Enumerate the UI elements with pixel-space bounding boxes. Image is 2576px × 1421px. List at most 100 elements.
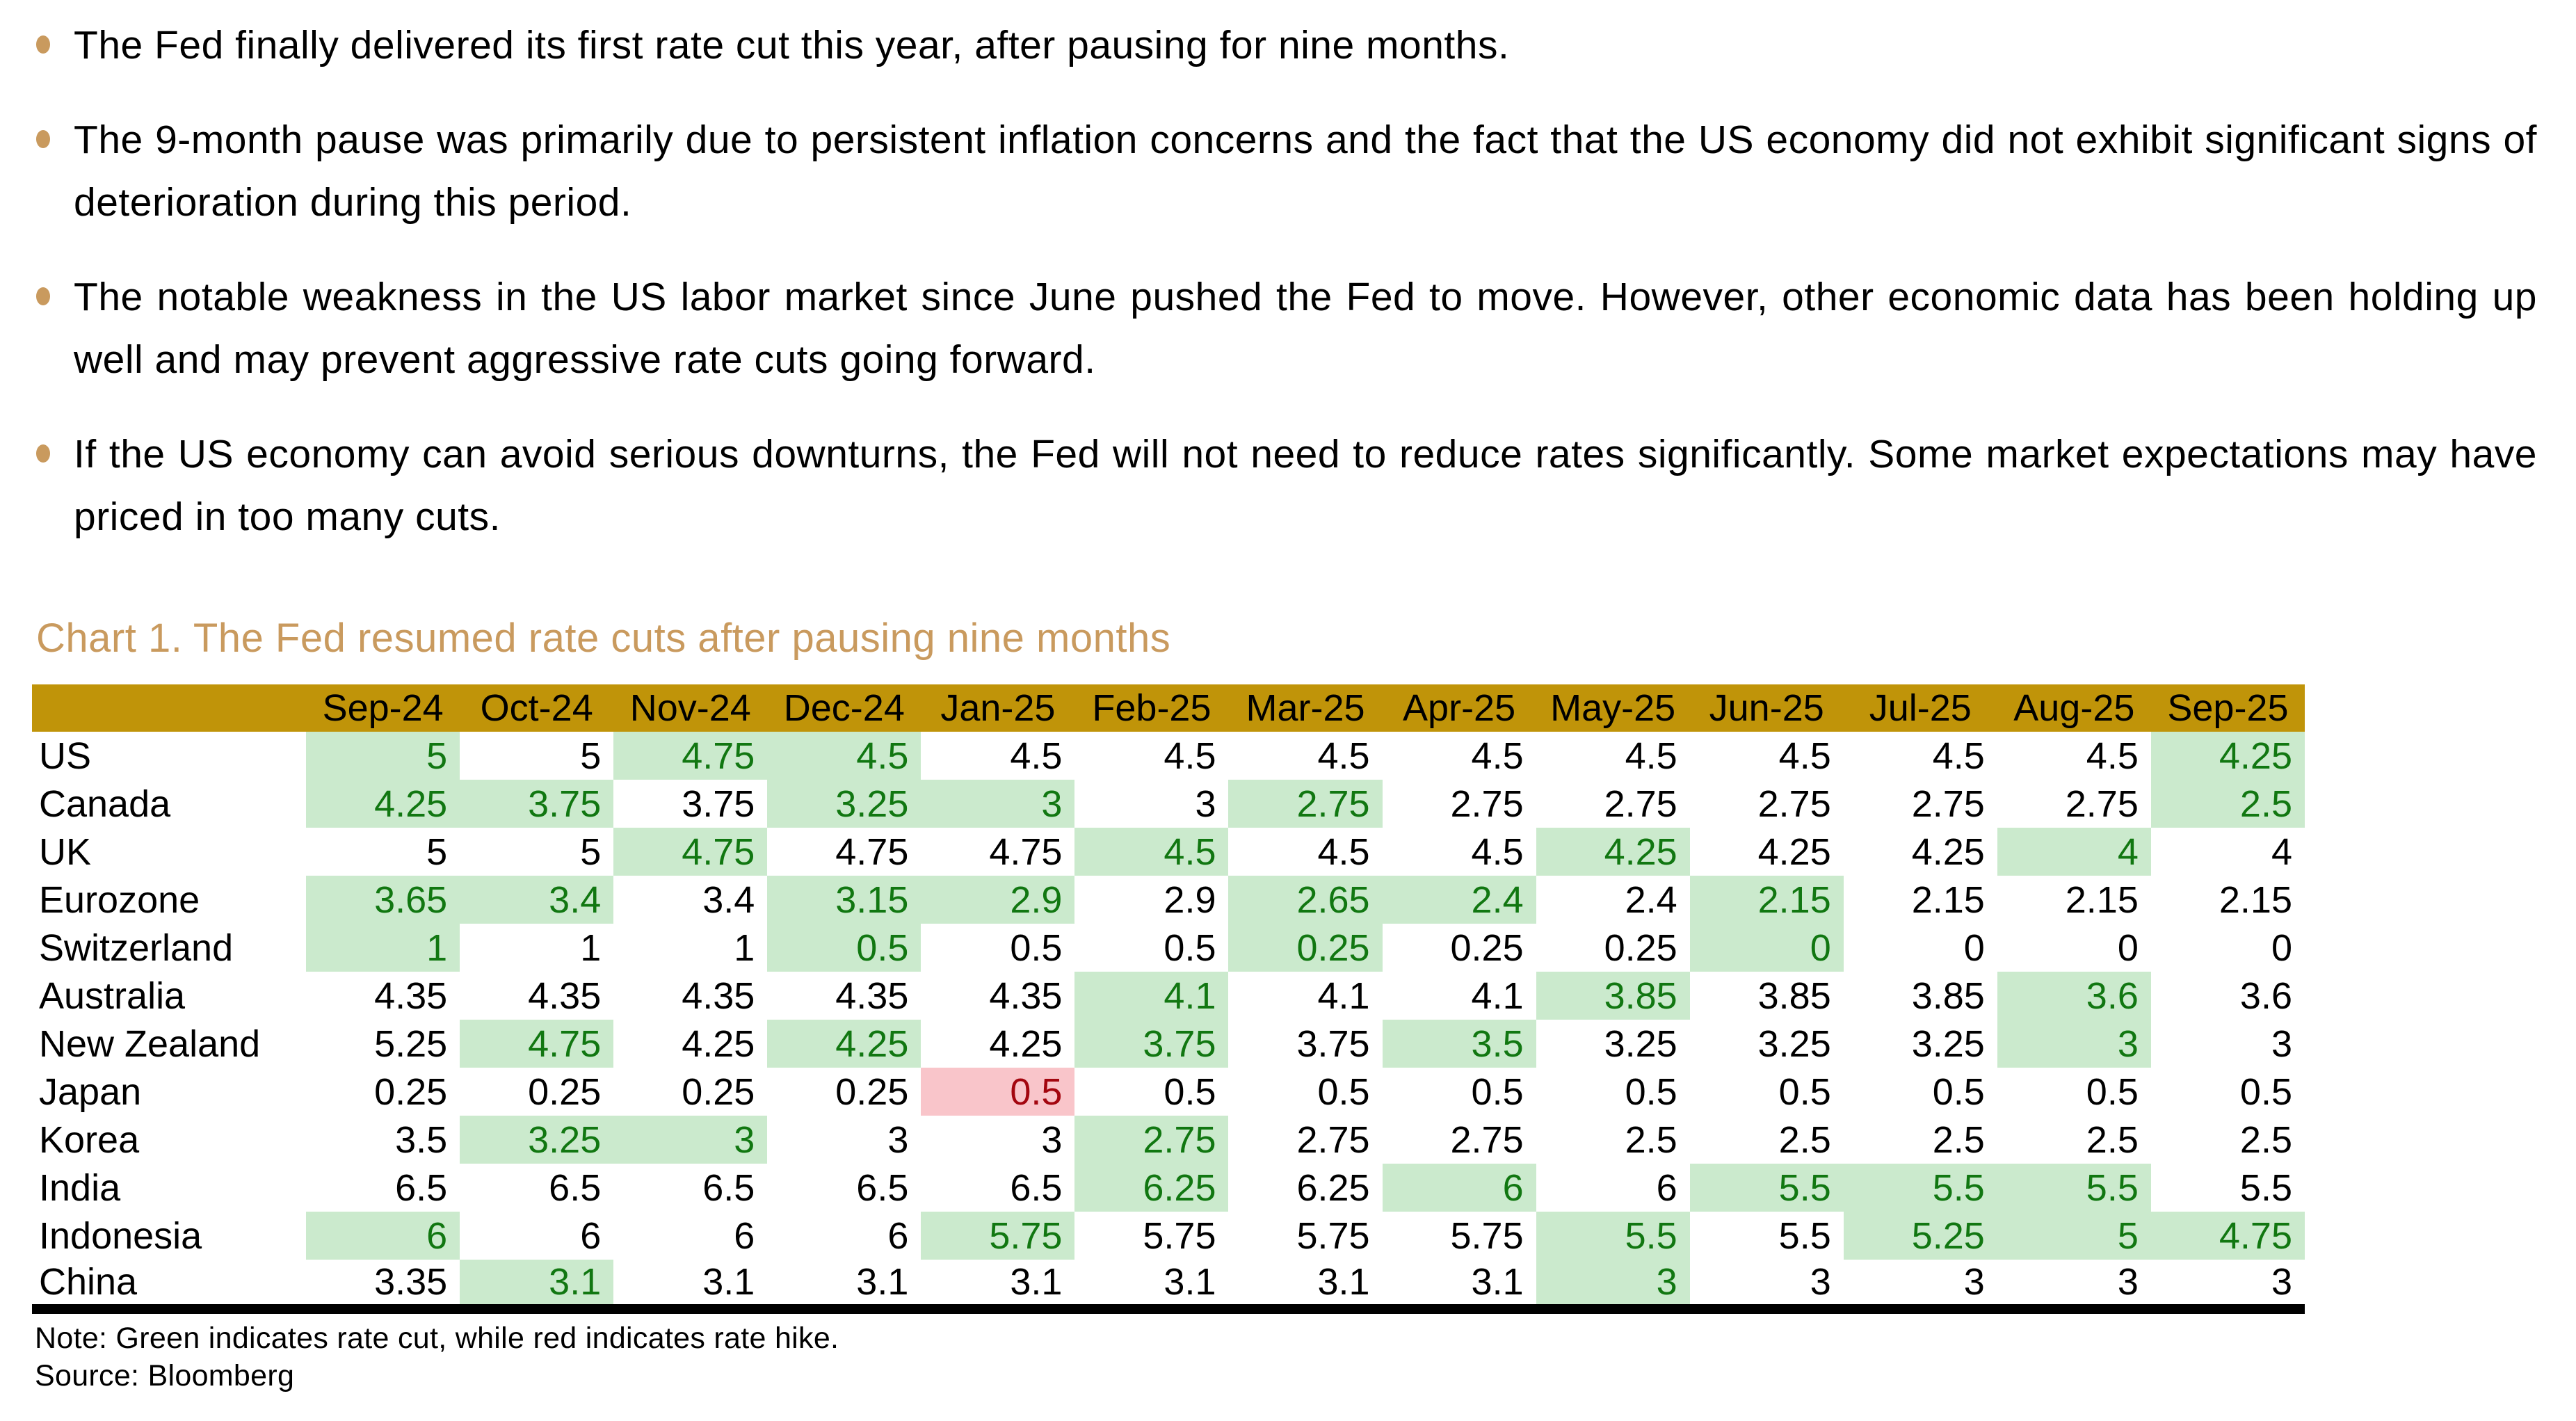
rate-cell: 0.5 (1689, 1068, 1844, 1116)
rate-cell: 3.1 (613, 1260, 768, 1309)
rate-cell: 3.25 (767, 780, 921, 828)
rate-cell: 4.75 (613, 732, 768, 780)
rate-cell: 2.15 (2150, 876, 2305, 924)
rate-cell: 2.15 (1689, 876, 1844, 924)
rate-cell: 6 (613, 1212, 768, 1260)
rate-cell: 3 (1997, 1260, 2151, 1309)
rate-cell: 5.75 (1074, 1212, 1229, 1260)
rate-cell: 2.5 (1536, 1116, 1690, 1164)
month-header: Sep-24 (306, 684, 460, 732)
rate-cell: 0.25 (1228, 924, 1383, 972)
rate-cell: 4.75 (613, 828, 768, 876)
table-row: UK 5 5 4.75 4.75 4.75 4.5 4.5 4.5 4.25 4.25 4.25 4 4 (32, 828, 2305, 876)
table-header-row: Sep-24 Oct-24 Nov-24 Dec-24 Jan-25 Feb-25 Mar-… (32, 684, 2305, 732)
rate-cell: 1 (306, 924, 460, 972)
month-header: Mar-25 (1228, 684, 1383, 732)
rate-cell: 3 (1689, 1260, 1844, 1309)
rate-cell: 0 (1843, 924, 1997, 972)
bullet-text: If the US economy can avoid serious down… (74, 432, 2537, 539)
rate-cell: 3 (921, 1116, 1075, 1164)
rate-cell: 2.5 (1997, 1116, 2151, 1164)
rate-cell: 3.5 (306, 1116, 460, 1164)
rate-cell: 6.5 (460, 1164, 614, 1212)
rate-cell: 2.4 (1536, 876, 1690, 924)
rate-cell: 5.75 (1228, 1212, 1383, 1260)
rate-cell: 2.5 (2150, 1116, 2305, 1164)
rate-cell: 2.9 (921, 876, 1075, 924)
rate-cell: 4.5 (1228, 828, 1383, 876)
rate-cell: 6.25 (1074, 1164, 1229, 1212)
rate-cell: 4.25 (2150, 732, 2305, 780)
rate-cell: 6.5 (921, 1164, 1075, 1212)
rate-cell: 4.5 (1074, 828, 1229, 876)
rate-cell: 4.5 (1228, 732, 1383, 780)
rate-cell: 3 (1074, 780, 1229, 828)
rate-cell: 4.75 (767, 828, 921, 876)
rate-cell: 1 (460, 924, 614, 972)
country-label: Korea (32, 1116, 307, 1164)
rate-cell: 6 (306, 1212, 460, 1260)
rate-cell: 0.5 (2150, 1068, 2305, 1116)
rate-cell: 4.75 (921, 828, 1075, 876)
rate-cell: 6.5 (306, 1164, 460, 1212)
rate-cell: 4.75 (460, 1020, 614, 1068)
country-label: US (32, 732, 307, 780)
rate-cell: 4.35 (767, 972, 921, 1020)
rate-cell: 3 (2150, 1020, 2305, 1068)
bullet-icon (36, 444, 50, 463)
month-header: Oct-24 (460, 684, 614, 732)
rate-cell: 2.75 (1689, 780, 1844, 828)
table-row: Japan 0.25 0.25 0.25 0.25 0.5 0.5 0.5 0.5 0.5 0.5 0… (32, 1068, 2305, 1116)
rate-cell: 4.5 (1382, 828, 1536, 876)
rate-cell: 2.15 (1997, 876, 2151, 924)
table-row: India 6.5 6.5 6.5 6.5 6.5 6.25 6.25 6 6 5.5 5.5 5.5 5… (32, 1164, 2305, 1212)
month-header: Sep-25 (2150, 684, 2305, 732)
table-row: Korea 3.5 3.25 3 3 3 2.75 2.75 2.75 2.5 2.5 2.5 2.5 2… (32, 1116, 2305, 1164)
rate-cell: 3 (767, 1116, 921, 1164)
corner-cell (32, 684, 307, 732)
rate-cell: 3.85 (1536, 972, 1690, 1020)
country-label: Japan (32, 1068, 307, 1116)
rate-cell: 4.5 (767, 732, 921, 780)
rate-cell: 3.85 (1843, 972, 1997, 1020)
country-label: Canada (32, 780, 307, 828)
table-row: Eurozone 3.65 3.4 3.4 3.15 2.9 2.9 2.65 2.4 2.4 2.… (32, 876, 2305, 924)
bullet-text: The Fed finally delivered its first rate… (74, 23, 1510, 67)
rate-cell: 4.25 (1843, 828, 1997, 876)
rate-cell: 4.5 (1689, 732, 1844, 780)
rate-cell: 5.75 (921, 1212, 1075, 1260)
rate-cell: 4.5 (921, 732, 1075, 780)
rate-cell: 2.65 (1228, 876, 1383, 924)
rate-cell: 0.25 (460, 1068, 614, 1116)
table-row: Switzerland 1 1 1 0.5 0.5 0.5 0.25 0.25 0.25 0 0 0 0 (32, 924, 2305, 972)
bullet-text: The notable weakness in the US labor mar… (74, 275, 2537, 382)
country-label: Switzerland (32, 924, 307, 972)
bullet-item: The 9-month pause was primarily due to p… (36, 109, 2537, 234)
rate-cell: 5.5 (1689, 1164, 1844, 1212)
rate-cell: 2.4 (1382, 876, 1536, 924)
country-label: Eurozone (32, 876, 307, 924)
rate-cell: 0.5 (921, 924, 1075, 972)
rate-cell: 3 (613, 1116, 768, 1164)
rate-cell: 4.1 (1382, 972, 1536, 1020)
rate-cell: 5 (460, 732, 614, 780)
table-row: Indonesia 6 6 6 6 5.75 5.75 5.75 5.75 5.5 5.5 5.25 5… (32, 1212, 2305, 1260)
rate-cell: 3.75 (460, 780, 614, 828)
rate-cell: 5.25 (1843, 1212, 1997, 1260)
rate-cell: 3.4 (613, 876, 768, 924)
rate-cell: 2.5 (1843, 1116, 1997, 1164)
month-header: Aug-25 (1997, 684, 2151, 732)
rate-cell: 4.5 (1997, 732, 2151, 780)
month-header: Feb-25 (1074, 684, 1229, 732)
rate-cell: 0.5 (767, 924, 921, 972)
rate-cell: 4.5 (1382, 732, 1536, 780)
rate-cell: 4 (2150, 828, 2305, 876)
rate-cell: 4.5 (1074, 732, 1229, 780)
rate-cell: 3 (1536, 1260, 1690, 1309)
rate-cell: 5.75 (1382, 1212, 1536, 1260)
rate-cell: 6.5 (767, 1164, 921, 1212)
table-row: China 3.35 3.1 3.1 3.1 3.1 3.1 3.1 3.1 3 3 3 3 3 (32, 1260, 2305, 1309)
table-row: Australia 4.35 4.35 4.35 4.35 4.35 4.1 4.1 4.1 3.… (32, 972, 2305, 1020)
rate-cell: 4.25 (306, 780, 460, 828)
